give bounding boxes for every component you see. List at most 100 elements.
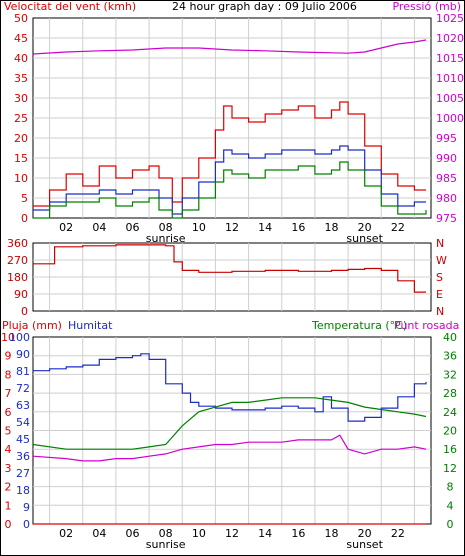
direction-compass-label: S (436, 271, 443, 284)
climate-panel-x-tick-label: 22 (391, 527, 405, 540)
humidity-y-tick-label: 81 (16, 365, 30, 378)
pressure-y-tick-label: 1000 (436, 112, 464, 125)
temperature-y-tick-label: 28 (443, 387, 457, 400)
climate-panel-x-tick-label: 04 (92, 527, 106, 540)
pressure-y-tick-label: 975 (436, 212, 457, 225)
direction-y-tick-label: 180 (7, 271, 28, 284)
direction-y-tick-label: 90 (14, 288, 28, 301)
humidity-y-tick-label: 63 (16, 399, 30, 412)
pressure-y-tick-label: 980 (436, 192, 457, 205)
humidity-y-tick-label: 54 (16, 416, 30, 429)
direction-compass-label: N (436, 237, 444, 250)
pressure-title: Pressió (mb) (392, 0, 461, 13)
pressure-y-tick-label: 1010 (436, 72, 464, 85)
rain-y-tick-label: 3 (5, 462, 12, 475)
wind-panel-sunset-label: sunset (346, 232, 383, 245)
rain-y-tick-label: 7 (5, 387, 12, 400)
wind-panel-x-tick-label: 20 (358, 221, 372, 234)
graph-title: 24 hour graph day : 09 Julio 2006 (172, 0, 357, 13)
climate-panel-x-tick-label: 08 (159, 527, 173, 540)
wind-panel-x-tick-label: 16 (291, 221, 305, 234)
temperature-title: Temperatura (°C) (311, 319, 407, 332)
wind-panel-sunrise-label: sunrise (146, 232, 186, 245)
wind-line-1 (33, 145, 426, 215)
humidity-y-tick-label: 90 (16, 348, 30, 361)
direction-y-tick-label: 0 (21, 305, 28, 318)
wind-panel-x-tick-label: 10 (192, 221, 206, 234)
wind-panel-x-tick-label: 08 (159, 221, 173, 234)
wind-y-tick-label: 25 (14, 112, 28, 125)
pressure-y-tick-label: 1015 (436, 52, 464, 65)
rain-y-tick-label: 6 (5, 406, 12, 419)
direction-compass-label: W (436, 254, 447, 267)
wind-panel-x-tick-label: 02 (59, 221, 73, 234)
humidity-y-tick-label: 0 (23, 518, 30, 531)
rain-y-tick-label: 8 (5, 368, 12, 381)
temperature-y-tick-label: 40 (443, 331, 457, 344)
humidity-y-tick-label: 36 (16, 450, 30, 463)
wind-y-tick-label: 20 (14, 132, 28, 145)
wind-y-tick-label: 40 (14, 52, 28, 65)
pressure-y-tick-label: 995 (436, 132, 457, 145)
temperature-y-tick-label: 4 (447, 499, 454, 512)
temperature-y-tick-label: 20 (443, 425, 457, 438)
wind-y-tick-label: 30 (14, 92, 28, 105)
wind-panel-x-tick-label: 14 (258, 221, 272, 234)
humidity-title: Humitat (68, 319, 113, 332)
pressure-y-tick-label: 990 (436, 152, 457, 165)
wind-y-tick-label: 50 (14, 12, 28, 25)
climate-panel-x-tick-label: 12 (225, 527, 239, 540)
temperature-y-tick-label: 32 (443, 368, 457, 381)
humidity-y-tick-label: 18 (16, 484, 30, 497)
temperature-y-tick-label: 8 (447, 481, 454, 494)
pressure-y-tick-label: 985 (436, 172, 457, 185)
rain-y-tick-label: 9 (5, 350, 12, 363)
wind-y-tick-label: 5 (21, 192, 28, 205)
climate-panel-x-tick-label: 20 (358, 527, 372, 540)
rain-y-tick-label: 2 (5, 481, 12, 494)
rain-y-tick-label: 1 (5, 499, 12, 512)
wind-panel-x-tick-label: 18 (325, 221, 339, 234)
humidity-y-tick-label: 45 (16, 433, 30, 446)
direction-y-tick-label: 360 (7, 237, 28, 250)
direction-compass-label: N (436, 305, 444, 318)
humidity-y-tick-label: 72 (16, 382, 30, 395)
climate-panel-x-tick-label: 14 (258, 527, 272, 540)
climate-panel-sunrise-label: sunrise (146, 538, 186, 551)
wind-direction-line (33, 244, 426, 293)
rain-y-tick-label: 4 (5, 443, 12, 456)
pressure-y-tick-label: 1025 (436, 12, 464, 25)
wind-y-tick-label: 35 (14, 72, 28, 85)
direction-compass-label: E (436, 288, 443, 301)
temperature-y-tick-label: 12 (443, 462, 457, 475)
wind-panel-x-tick-label: 06 (126, 221, 140, 234)
temperature-y-tick-label: 24 (443, 406, 457, 419)
direction-y-tick-label: 270 (7, 254, 28, 267)
wind-y-tick-label: 0 (21, 212, 28, 225)
climate-panel-x-tick-label: 18 (325, 527, 339, 540)
wind-y-tick-label: 10 (14, 172, 28, 185)
wind-panel-x-tick-label: 22 (391, 221, 405, 234)
wind-y-tick-label: 15 (14, 152, 28, 165)
temperature-y-tick-label: 36 (443, 350, 457, 363)
temp-line-2 (32, 434, 427, 462)
wind-y-tick-label: 45 (14, 32, 28, 45)
humidity-line-0 (33, 353, 427, 422)
chart-panels: 0510152025303540455097598098599099510001… (1, 12, 464, 551)
rain-y-tick-label: 10 (1, 331, 15, 344)
temperature-y-tick-label: 0 (447, 518, 454, 531)
pressure-y-tick-label: 1020 (436, 32, 464, 45)
temperature-y-tick-label: 16 (443, 443, 457, 456)
wind-panel-x-tick-label: 04 (92, 221, 106, 234)
wind-speed-title: Velocitat del vent (kmh) (4, 0, 136, 13)
climate-panel-x-tick-label: 10 (192, 527, 206, 540)
pressure-y-tick-label: 1005 (436, 92, 464, 105)
wind-line-0 (33, 101, 426, 207)
wind-line-2 (33, 161, 427, 219)
climate-panel-x-tick-label: 06 (126, 527, 140, 540)
temp-line-1 (32, 397, 427, 450)
pressure-line (32, 39, 427, 55)
humidity-y-tick-label: 9 (23, 501, 30, 514)
